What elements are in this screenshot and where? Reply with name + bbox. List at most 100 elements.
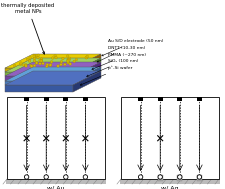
Bar [43, 97, 48, 101]
Bar [196, 97, 201, 101]
Circle shape [36, 56, 39, 59]
Polygon shape [73, 62, 101, 81]
Text: w/ Au: w/ Au [47, 186, 65, 189]
Circle shape [67, 59, 70, 62]
Circle shape [56, 65, 59, 67]
Polygon shape [5, 62, 101, 76]
Text: DNTT (10-30 nm): DNTT (10-30 nm) [97, 46, 145, 62]
Circle shape [49, 64, 51, 67]
Circle shape [157, 175, 162, 179]
Circle shape [49, 64, 52, 66]
Circle shape [66, 61, 69, 64]
Bar [6, 179, 106, 184]
Circle shape [54, 54, 56, 57]
Circle shape [19, 63, 22, 66]
Circle shape [30, 65, 33, 67]
Polygon shape [73, 71, 101, 92]
Polygon shape [5, 68, 73, 72]
Circle shape [44, 175, 48, 179]
Polygon shape [73, 67, 101, 85]
Circle shape [60, 60, 63, 63]
Circle shape [35, 61, 38, 64]
Circle shape [85, 57, 87, 59]
Circle shape [50, 60, 53, 63]
Circle shape [29, 64, 32, 67]
Circle shape [33, 57, 36, 60]
Circle shape [40, 59, 42, 62]
Polygon shape [73, 58, 101, 76]
Bar [157, 174, 162, 180]
Circle shape [28, 60, 31, 62]
Circle shape [37, 54, 39, 57]
Polygon shape [5, 67, 101, 81]
Circle shape [86, 55, 88, 58]
Circle shape [68, 57, 71, 60]
Circle shape [29, 56, 31, 59]
Bar [7, 97, 105, 179]
Circle shape [177, 175, 181, 179]
Circle shape [40, 58, 43, 60]
Bar [83, 97, 88, 101]
Bar [24, 97, 29, 101]
Circle shape [45, 65, 48, 68]
Polygon shape [5, 76, 73, 81]
Circle shape [63, 63, 66, 66]
Circle shape [33, 55, 36, 58]
Polygon shape [5, 72, 73, 76]
Bar [196, 174, 201, 180]
Polygon shape [5, 71, 101, 85]
Polygon shape [5, 54, 101, 68]
Text: SiO₂ (100 nm): SiO₂ (100 nm) [86, 59, 138, 77]
Polygon shape [5, 81, 73, 85]
Bar [120, 97, 218, 179]
Bar [63, 97, 68, 101]
Text: p⁺-Si wafer: p⁺-Si wafer [80, 66, 132, 85]
Bar [137, 97, 142, 101]
Circle shape [26, 58, 29, 61]
Circle shape [69, 63, 71, 65]
Circle shape [54, 56, 57, 59]
Circle shape [40, 60, 43, 62]
Text: w/ Ag: w/ Ag [160, 186, 178, 189]
Circle shape [75, 58, 77, 61]
Circle shape [33, 60, 36, 62]
Circle shape [24, 175, 29, 179]
Bar [157, 97, 162, 101]
Circle shape [73, 60, 75, 63]
Circle shape [85, 56, 88, 59]
Circle shape [196, 175, 201, 179]
Circle shape [59, 63, 62, 66]
Circle shape [24, 64, 27, 66]
Circle shape [35, 62, 38, 64]
Circle shape [66, 59, 69, 61]
Circle shape [38, 59, 41, 62]
Circle shape [61, 57, 64, 60]
Polygon shape [73, 54, 101, 72]
Polygon shape [5, 58, 101, 72]
Text: thermally deposited
metal NPs: thermally deposited metal NPs [1, 3, 54, 54]
Circle shape [66, 60, 69, 62]
Circle shape [25, 65, 27, 67]
Bar [177, 174, 182, 180]
Circle shape [51, 57, 54, 59]
Circle shape [33, 55, 35, 57]
Text: Au S/D electrode (50 nm): Au S/D electrode (50 nm) [101, 39, 163, 56]
Circle shape [46, 63, 48, 66]
Circle shape [33, 54, 36, 57]
Circle shape [67, 58, 70, 61]
Circle shape [138, 175, 142, 179]
Bar [119, 179, 219, 184]
Circle shape [35, 54, 38, 57]
Circle shape [66, 55, 69, 57]
Circle shape [63, 175, 68, 179]
Bar [177, 97, 182, 101]
Circle shape [33, 64, 36, 67]
Text: PMMA (~270 nm): PMMA (~270 nm) [92, 53, 145, 70]
Polygon shape [5, 85, 73, 92]
Circle shape [42, 62, 44, 65]
Circle shape [40, 60, 42, 62]
Circle shape [83, 175, 87, 179]
Circle shape [13, 64, 16, 67]
Circle shape [38, 62, 41, 65]
Circle shape [22, 64, 25, 66]
